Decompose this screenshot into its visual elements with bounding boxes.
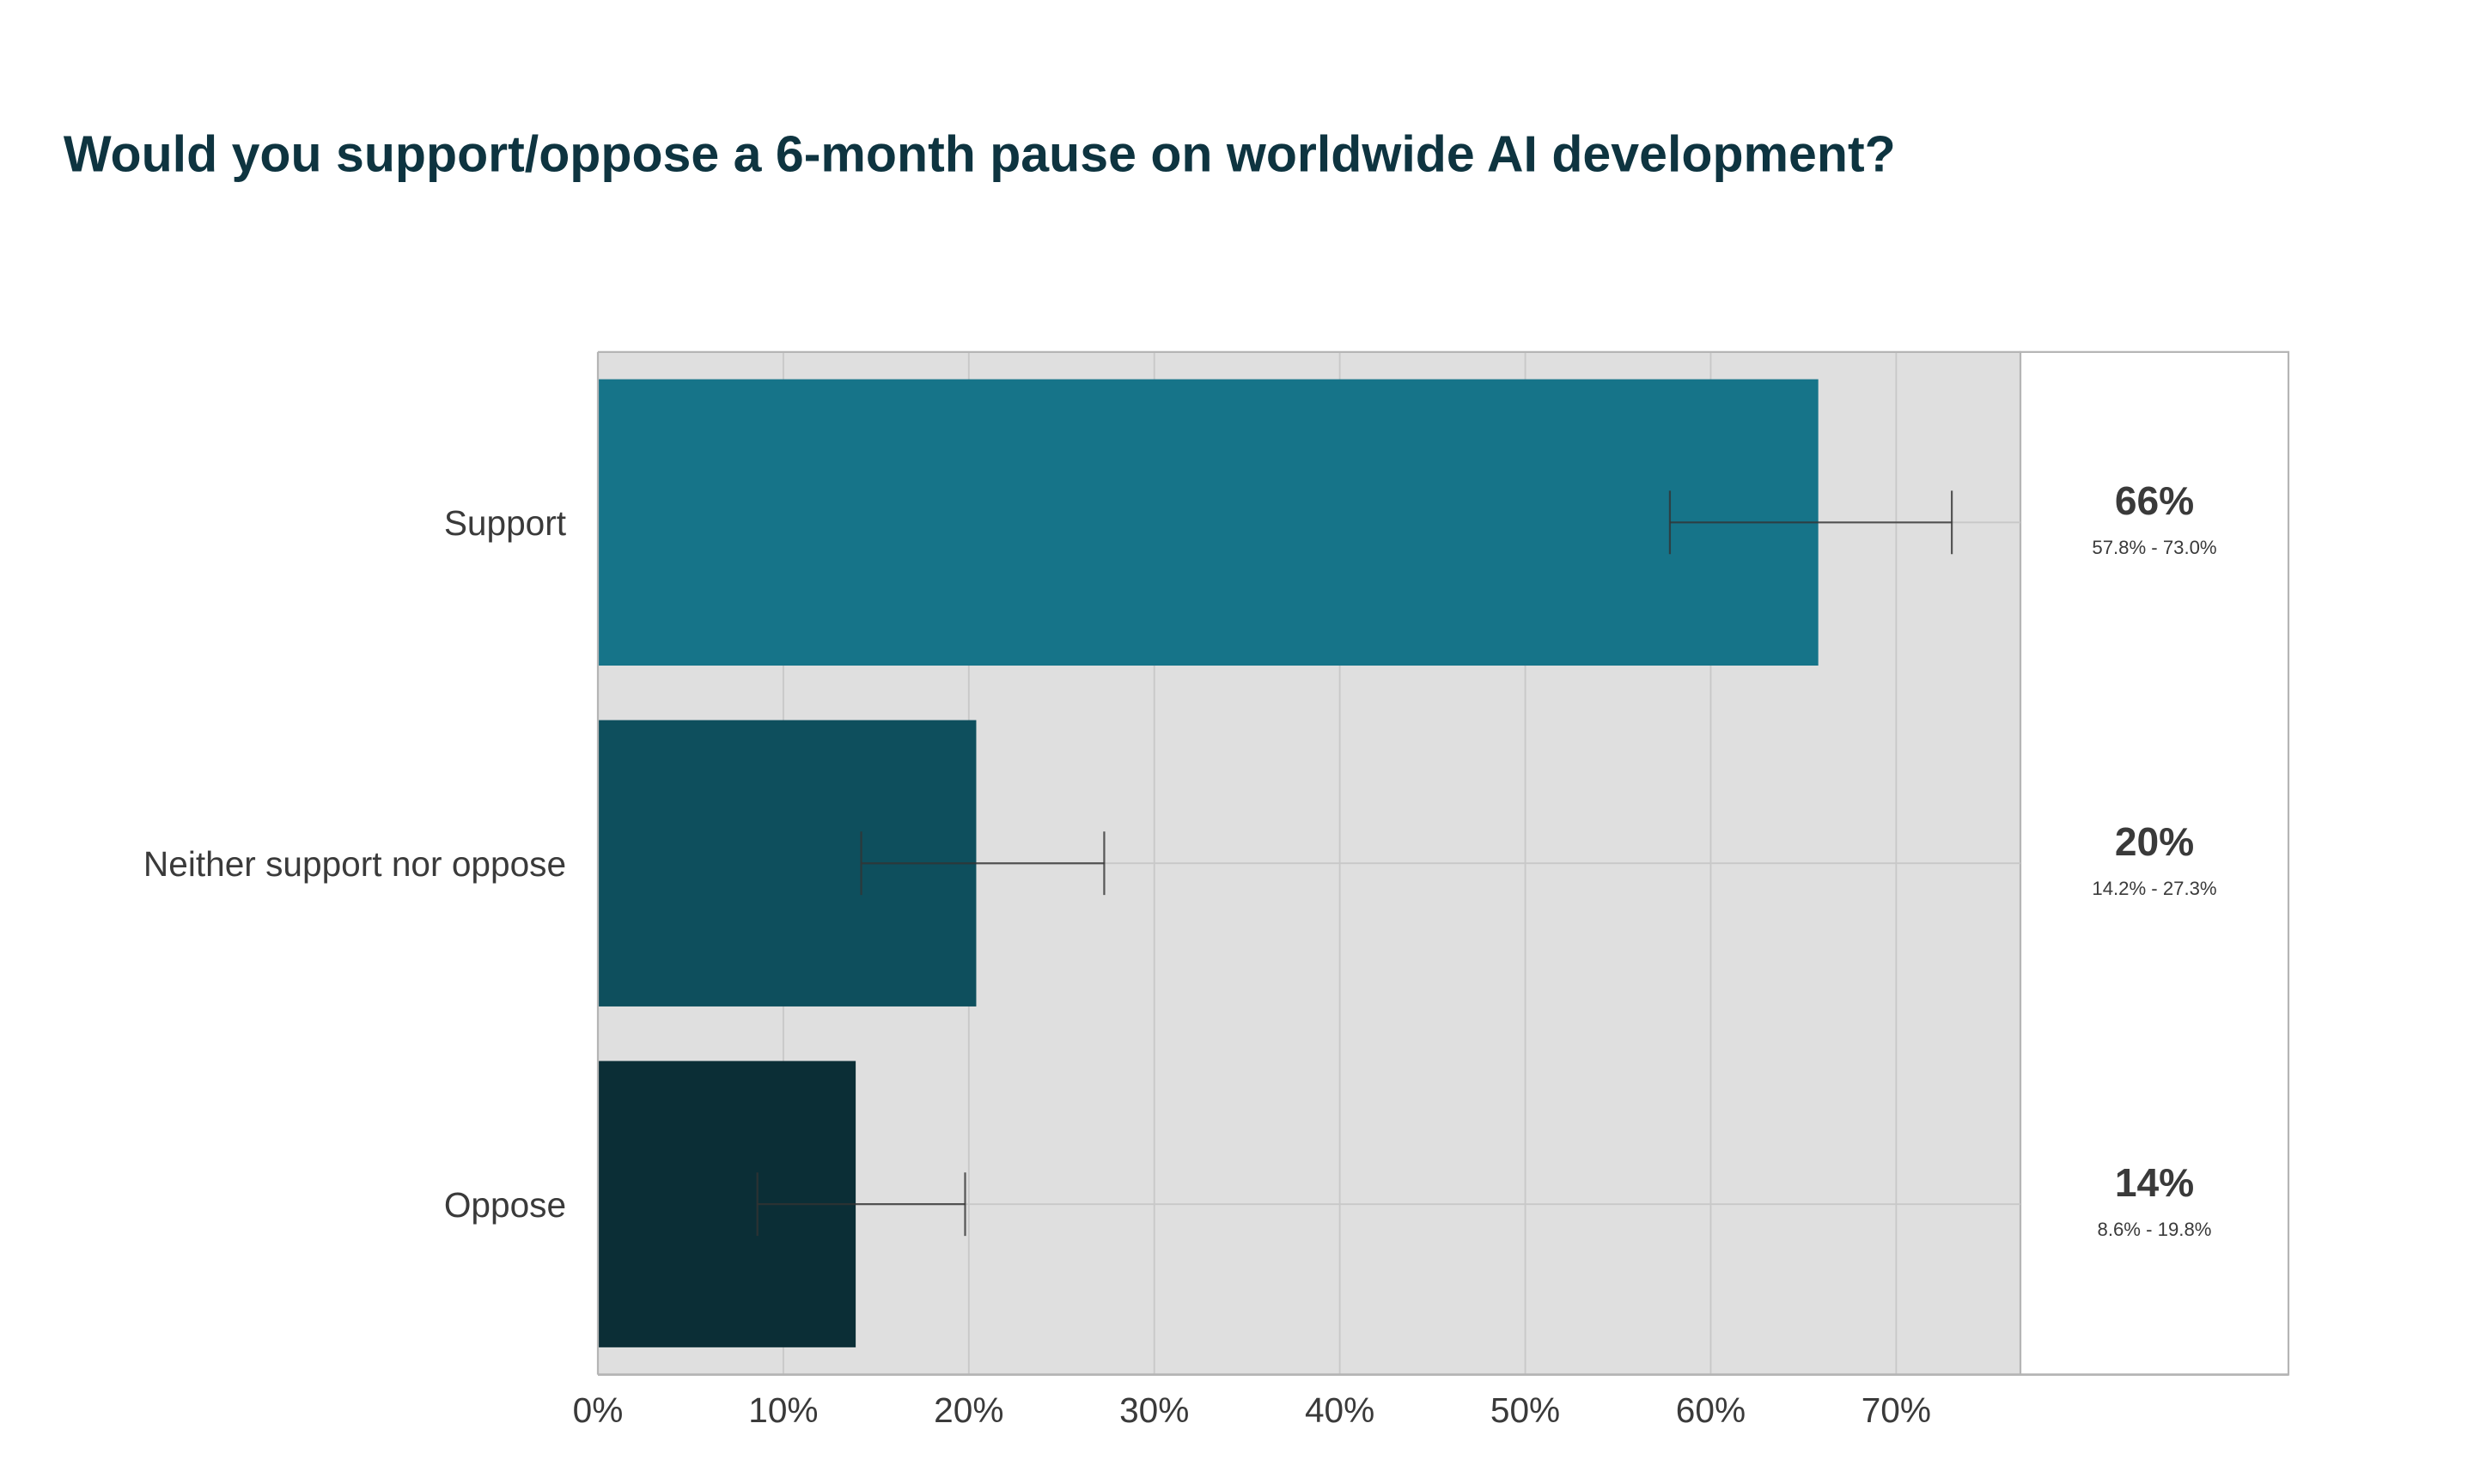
value-label: 14% [2115, 1160, 2194, 1205]
x-tick-label: 60% [1676, 1390, 1746, 1430]
x-tick-label: 10% [748, 1390, 818, 1430]
ci-label: 57.8% - 73.0% [2092, 537, 2216, 558]
bar-0 [598, 379, 1819, 666]
x-tick-label: 0% [573, 1390, 624, 1430]
category-label: Oppose [444, 1185, 566, 1225]
ci-label: 8.6% - 19.8% [2098, 1219, 2212, 1240]
ci-label: 14.2% - 27.3% [2092, 878, 2216, 899]
x-tick-label: 30% [1119, 1390, 1189, 1430]
x-tick-label: 50% [1490, 1390, 1560, 1430]
plot-area: 0% 10% 20% 30% 40% 50% 60% 70% Support 66% 57.8% -… [143, 350, 2290, 1430]
x-tick-label: 20% [934, 1390, 1003, 1430]
category-label: Neither support nor oppose [143, 844, 566, 884]
chart-title: Would you support/oppose a 6-month pause… [64, 125, 1896, 182]
value-label: 66% [2115, 478, 2194, 523]
x-tick-label: 40% [1305, 1390, 1374, 1430]
value-label: 20% [2115, 819, 2194, 864]
x-tick-label: 70% [1862, 1390, 1931, 1430]
value-panel [2019, 350, 2290, 1376]
category-label: Support [444, 503, 566, 543]
